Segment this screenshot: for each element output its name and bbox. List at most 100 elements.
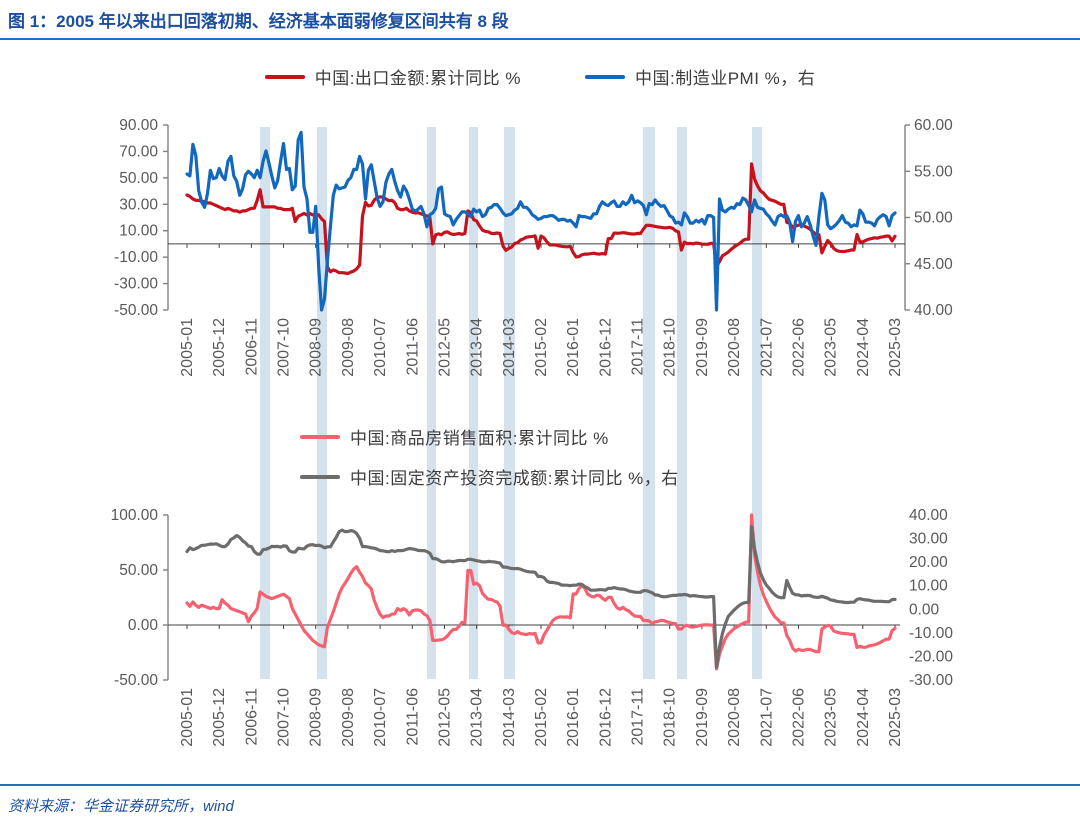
left-axis-tick-label: -50.00 <box>114 672 158 689</box>
legend-item-fai: 中国:固定资产投资完成额:累计同比 %，右 <box>300 464 679 489</box>
fai-line-swatch <box>300 474 340 479</box>
legend-item-housing: 中国:商品房销售面积:累计同比 % <box>300 424 679 449</box>
title-divider <box>0 38 1080 40</box>
left-axis-tick-label: -30.00 <box>114 276 158 293</box>
right-axis-tick-label: 30.00 <box>909 531 948 548</box>
right-axis-tick-label: 0.00 <box>909 601 940 618</box>
x-axis-tick-label: 2011-06 <box>404 318 421 376</box>
x-axis-tick-label: 2008-09 <box>308 688 325 747</box>
left-axis-tick-label: 70.00 <box>119 143 158 160</box>
left-axis-tick-label: 50.00 <box>119 170 158 187</box>
x-axis-tick-label: 2019-09 <box>694 318 711 377</box>
x-axis-tick-label: 2006-11 <box>243 318 260 376</box>
x-axis-tick-label: 2024-04 <box>855 318 872 377</box>
x-axis-tick-label: 2008-09 <box>308 318 325 377</box>
x-axis-tick-label: 2012-05 <box>436 688 453 747</box>
x-axis-tick-label: 2016-12 <box>597 318 614 377</box>
legend-label-fai: 中国:固定资产投资完成额:累计同比 %，右 <box>350 469 679 488</box>
x-axis-tick-label: 2010-07 <box>372 688 389 747</box>
x-axis-tick-label: 2022-06 <box>790 688 807 747</box>
left-axis-tick-label: 100.00 <box>111 507 159 524</box>
x-axis-tick-label: 2015-02 <box>533 688 550 747</box>
right-axis-tick-label: 55.00 <box>914 163 953 180</box>
right-axis-tick-label: 40.00 <box>914 302 953 319</box>
right-axis-tick-label: 20.00 <box>909 554 948 571</box>
right-axis-tick-label: 60.00 <box>914 117 953 134</box>
x-axis-tick-label: 2018-10 <box>662 318 679 377</box>
x-axis-tick-label: 2014-03 <box>501 318 518 377</box>
x-axis-tick-label: 2022-06 <box>790 318 807 377</box>
x-axis-tick-label: 2006-11 <box>243 688 260 746</box>
export-line-swatch <box>264 74 305 79</box>
left-axis-tick-label: 90.00 <box>119 117 158 134</box>
highlight-band <box>469 127 479 679</box>
left-axis-tick-label: -10.00 <box>114 249 158 266</box>
x-axis-tick-label: 2009-08 <box>340 688 357 747</box>
bottom-chart-legend: 中国:商品房销售面积:累计同比 % 中国:固定资产投资完成额:累计同比 %，右 <box>300 424 679 489</box>
x-axis-tick-label: 2017-11 <box>630 688 647 746</box>
series-line <box>185 525 897 669</box>
x-axis-tick-label: 2019-09 <box>694 688 711 747</box>
legend-label-export: 中国:出口金额:累计同比 % <box>314 69 521 88</box>
series-line <box>185 162 897 276</box>
left-axis-tick-label: 0.00 <box>128 617 159 634</box>
x-axis-tick-label: 2007-10 <box>276 688 293 747</box>
left-axis-tick-label: 50.00 <box>119 562 158 579</box>
highlight-band <box>751 127 762 679</box>
right-axis-tick-label: 10.00 <box>909 578 948 595</box>
figure-title: 图 1：2005 年以来出口回落初期、经济基本面弱修复区间共有 8 段 <box>8 12 509 31</box>
x-axis-tick-label: 2016-01 <box>565 318 582 377</box>
highlight-band <box>426 127 436 679</box>
x-axis-tick-label: 2010-07 <box>372 318 389 377</box>
top-chart-legend: 中国:出口金额:累计同比 % 中国:制造业PMI %，右 <box>0 64 1080 89</box>
legend-label-housing: 中国:商品房销售面积:累计同比 % <box>350 429 609 448</box>
legend-item-pmi: 中国:制造业PMI %，右 <box>585 64 815 89</box>
x-axis-tick-label: 2020-08 <box>726 318 743 377</box>
x-axis-tick-label: 2011-06 <box>404 688 421 746</box>
x-axis-tick-label: 2013-04 <box>469 688 486 747</box>
x-axis-tick-label: 2025-03 <box>887 318 904 377</box>
highlight-band <box>317 127 328 679</box>
legend-label-pmi: 中国:制造业PMI %，右 <box>635 69 816 88</box>
x-axis-tick-label: 2023-05 <box>823 688 840 747</box>
source-divider <box>0 784 1080 786</box>
highlight-band <box>677 127 688 679</box>
x-axis-tick-label: 2016-01 <box>565 688 582 747</box>
left-axis-tick-label: 30.00 <box>119 196 158 213</box>
highlight-band <box>504 127 515 679</box>
x-axis-tick-label: 2023-05 <box>823 318 840 377</box>
x-axis-tick-label: 2014-03 <box>501 688 518 747</box>
x-axis-tick-label: 2016-12 <box>597 688 614 747</box>
series-line <box>185 130 897 312</box>
x-axis-tick-label: 2021-07 <box>758 688 775 747</box>
legend-item-export: 中国:出口金额:累计同比 % <box>264 64 521 89</box>
series-line <box>185 513 897 671</box>
highlight-band <box>260 127 271 679</box>
x-axis-tick-label: 2005-01 <box>179 318 196 377</box>
x-axis-tick-label: 2005-12 <box>211 318 228 377</box>
x-axis-tick-label: 2025-03 <box>887 688 904 747</box>
x-axis-tick-label: 2017-11 <box>630 318 647 376</box>
right-axis-tick-label: 45.00 <box>914 256 953 273</box>
x-axis-tick-label: 2013-04 <box>469 318 486 377</box>
x-axis-tick-label: 2012-05 <box>436 318 453 377</box>
x-axis-tick-label: 2009-08 <box>340 318 357 377</box>
pmi-line-swatch <box>585 74 625 79</box>
x-axis-tick-label: 2020-08 <box>726 688 743 747</box>
right-axis-tick-label: -10.00 <box>909 625 953 642</box>
left-axis-tick-label: 10.00 <box>119 223 158 240</box>
housing-line-swatch <box>300 434 340 439</box>
source-note: 资料来源：华金证券研究所，wind <box>8 798 234 815</box>
x-axis-tick-label: 2021-07 <box>758 318 775 377</box>
x-axis-tick-label: 2018-10 <box>662 688 679 747</box>
right-axis-tick-label: 50.00 <box>914 210 953 227</box>
right-axis-tick-label: 40.00 <box>909 507 948 524</box>
left-axis-tick-label: -50.00 <box>114 302 158 319</box>
right-axis-tick-label: -20.00 <box>909 648 953 665</box>
x-axis-tick-label: 2024-04 <box>855 688 872 747</box>
x-axis-tick-label: 2005-12 <box>211 688 228 747</box>
right-axis-tick-label: -30.00 <box>909 672 953 689</box>
